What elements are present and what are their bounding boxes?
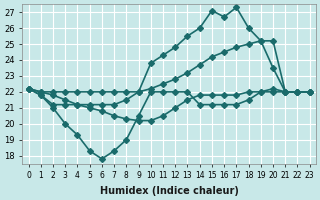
X-axis label: Humidex (Indice chaleur): Humidex (Indice chaleur)	[100, 186, 239, 196]
